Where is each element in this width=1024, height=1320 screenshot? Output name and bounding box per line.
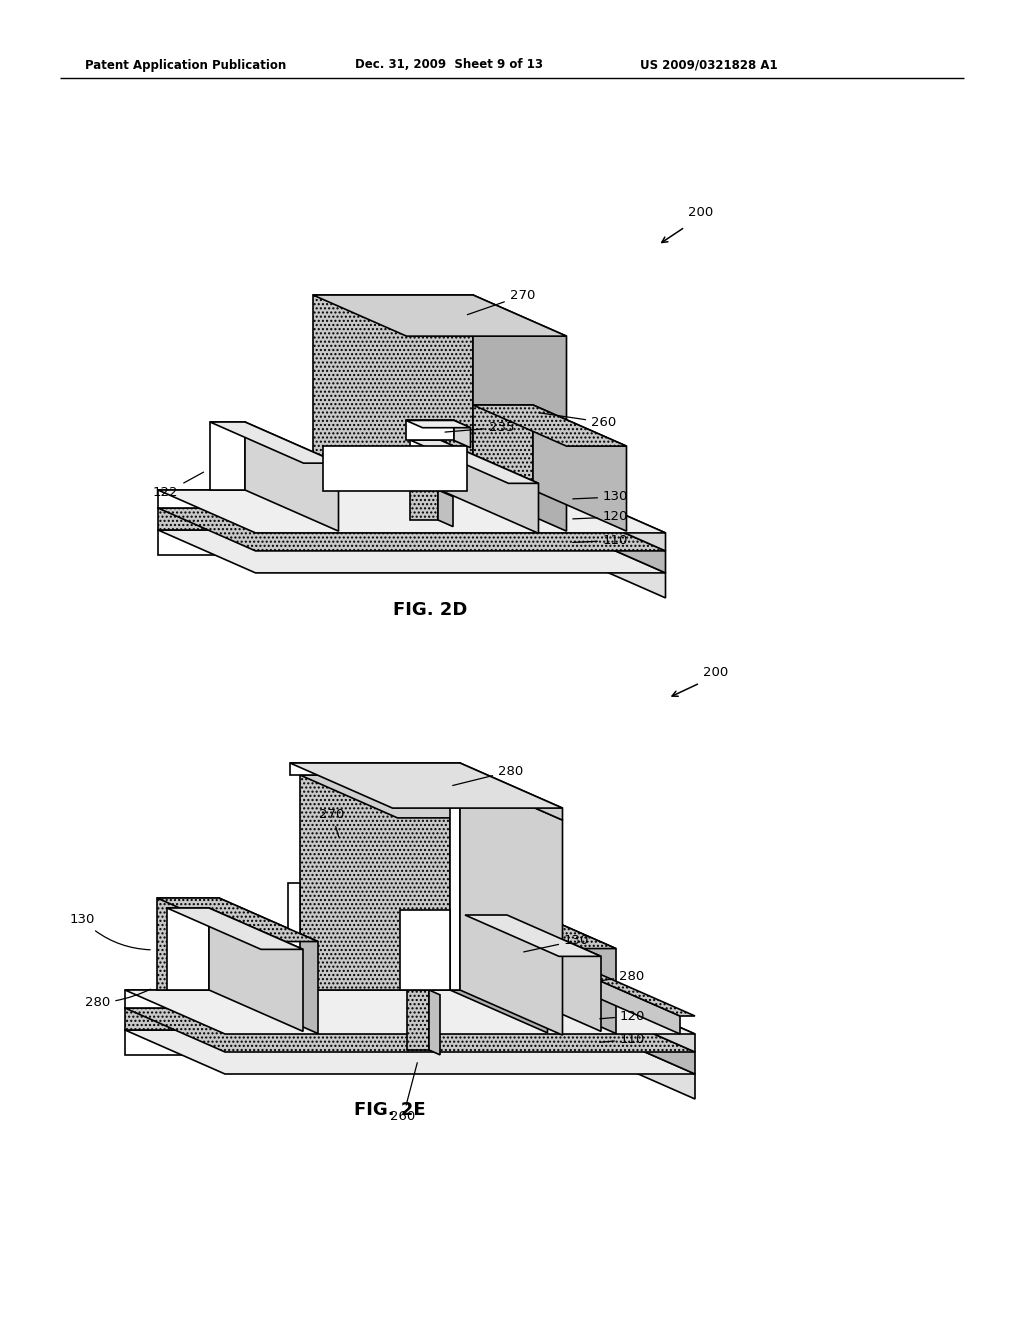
Polygon shape [313,294,473,490]
Polygon shape [455,906,517,990]
Polygon shape [158,508,568,531]
Polygon shape [125,1030,695,1074]
Polygon shape [158,490,568,508]
Polygon shape [568,531,666,598]
Polygon shape [290,763,460,775]
Text: 110: 110 [572,535,629,546]
Polygon shape [429,990,440,1055]
Polygon shape [410,440,440,490]
Polygon shape [125,990,695,1034]
Text: 280: 280 [602,969,644,982]
Text: 120: 120 [572,511,629,524]
Text: Patent Application Publication: Patent Application Publication [85,58,287,71]
Polygon shape [517,906,616,1034]
Polygon shape [406,421,470,428]
Polygon shape [595,990,695,1052]
Polygon shape [219,898,318,1034]
Polygon shape [290,763,562,808]
Polygon shape [465,915,507,990]
Polygon shape [210,422,245,490]
Polygon shape [157,898,318,941]
Polygon shape [595,1030,695,1100]
Polygon shape [455,906,616,949]
Polygon shape [167,908,303,949]
Text: 110: 110 [600,1034,645,1045]
Text: 200: 200 [703,665,728,678]
Polygon shape [210,422,339,463]
Text: 200: 200 [688,206,714,219]
Polygon shape [406,421,454,441]
Text: US 2009/0321828 A1: US 2009/0321828 A1 [640,58,777,71]
Text: 260: 260 [390,1063,418,1123]
Polygon shape [125,1008,695,1052]
Polygon shape [300,775,450,990]
Polygon shape [410,440,539,483]
Polygon shape [438,490,453,527]
Polygon shape [313,294,566,337]
Polygon shape [125,1008,595,1030]
Polygon shape [534,405,627,531]
Polygon shape [125,1030,595,1055]
Polygon shape [460,763,562,820]
Polygon shape [245,422,339,531]
Text: 280: 280 [85,989,151,1010]
Polygon shape [580,972,595,990]
Polygon shape [454,421,470,447]
Polygon shape [158,531,568,554]
Text: 260: 260 [539,413,616,429]
Text: 280: 280 [453,764,523,785]
Polygon shape [157,898,219,990]
Polygon shape [568,508,666,573]
Polygon shape [300,775,548,818]
Polygon shape [158,490,666,533]
Polygon shape [410,490,438,520]
Polygon shape [167,908,209,990]
Polygon shape [400,909,450,990]
Text: 270: 270 [319,808,345,837]
Text: 120: 120 [600,1010,645,1023]
Text: FIG. 2D: FIG. 2D [393,601,467,619]
Text: 130: 130 [70,913,151,950]
Polygon shape [440,440,539,533]
Polygon shape [450,775,548,1034]
Polygon shape [209,908,303,1031]
Polygon shape [465,915,601,957]
Text: 130: 130 [523,935,590,952]
Text: 122: 122 [153,473,204,499]
Polygon shape [450,775,460,990]
Polygon shape [473,294,566,531]
Polygon shape [460,775,562,1035]
Polygon shape [407,990,429,1049]
Polygon shape [125,990,595,1008]
Polygon shape [473,405,534,490]
Polygon shape [568,490,666,550]
Polygon shape [595,1008,695,1074]
Text: Dec. 31, 2009  Sheet 9 of 13: Dec. 31, 2009 Sheet 9 of 13 [355,58,543,71]
Polygon shape [323,446,467,491]
Text: FIG. 2E: FIG. 2E [354,1101,426,1119]
Text: 270: 270 [467,289,536,314]
Polygon shape [288,883,300,990]
Polygon shape [158,508,666,550]
Text: 235: 235 [445,421,515,434]
Polygon shape [580,972,680,1034]
Polygon shape [580,972,695,1016]
Polygon shape [507,915,601,1031]
Polygon shape [158,531,666,573]
Text: 130: 130 [572,491,629,503]
Polygon shape [473,405,627,446]
